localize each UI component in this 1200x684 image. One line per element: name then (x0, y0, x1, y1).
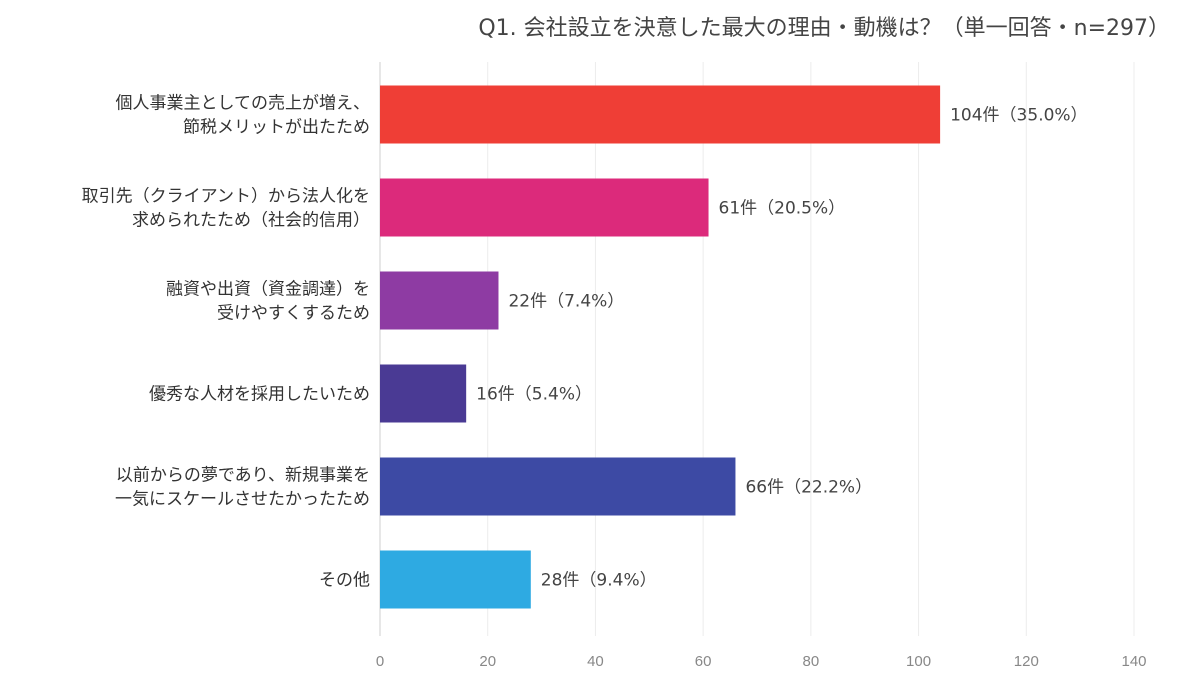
x-tick-label: 100 (906, 653, 931, 670)
bar (380, 178, 709, 237)
bar-value-label: 104件（35.0%） (950, 106, 1087, 126)
category-label: 求められたため（社会的信用） (132, 211, 370, 231)
category-label: 融資や出資（資金調達）を (166, 280, 370, 300)
bar (380, 85, 941, 144)
x-tick-label: 0 (376, 653, 384, 670)
bar-value-label: 16件（5.4%） (476, 385, 592, 405)
bar-value-label: 61件（20.5%） (719, 199, 846, 219)
x-tick-label: 140 (1121, 653, 1146, 670)
x-tick-label: 120 (1014, 653, 1039, 670)
x-tick-label: 80 (803, 653, 820, 670)
category-label: その他 (319, 571, 370, 591)
category-label: 優秀な人材を採用したいため (149, 385, 370, 405)
category-label: 節税メリットが出たため (183, 118, 370, 138)
chart-title: Q1. 会社設立を決意した最大の理由・動機は？（単一回答・n=297） (478, 16, 1170, 41)
bar (380, 457, 736, 516)
category-label: 個人事業主としての売上が増え、 (116, 94, 371, 114)
bar (380, 271, 499, 330)
category-label: 以前からの夢であり、新規事業を (116, 466, 370, 486)
category-label: 一気にスケールさせたかったため (115, 490, 370, 510)
category-label: 取引先（クライアント）から法人化を (82, 187, 370, 207)
bar-value-label: 22件（7.4%） (508, 292, 624, 312)
category-label: 受けやすくするため (217, 304, 370, 324)
x-tick-label: 20 (479, 653, 496, 670)
bar-value-label: 28件（9.4%） (541, 571, 657, 591)
bar-value-label: 66件（22.2%） (745, 478, 872, 498)
bar (380, 550, 531, 609)
x-tick-label: 40 (587, 653, 604, 670)
x-tick-label: 60 (695, 653, 712, 670)
bar (380, 364, 467, 423)
